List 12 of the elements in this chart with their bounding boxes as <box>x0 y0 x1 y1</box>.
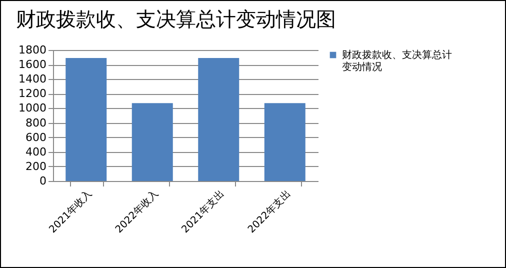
y-tick-label: 1600 <box>18 58 46 72</box>
y-tick-label: 200 <box>26 160 46 173</box>
y-tick-label: 1200 <box>18 87 46 100</box>
y-tick-label: 1400 <box>18 72 46 86</box>
y-tick-label: 800 <box>26 116 46 130</box>
y-tick-label: 1000 <box>18 102 46 115</box>
y-tick-label: 600 <box>26 130 46 144</box>
y-tick-label: 1800 <box>18 44 46 56</box>
y-tick-label: 400 <box>26 145 46 158</box>
legend-label: 财政拨款收、支决算总计变动情况 <box>342 49 452 73</box>
y-tick-label: 0 <box>40 174 46 188</box>
chart-title: 财政拨款收、支决算总计变动情况图 <box>16 7 336 31</box>
